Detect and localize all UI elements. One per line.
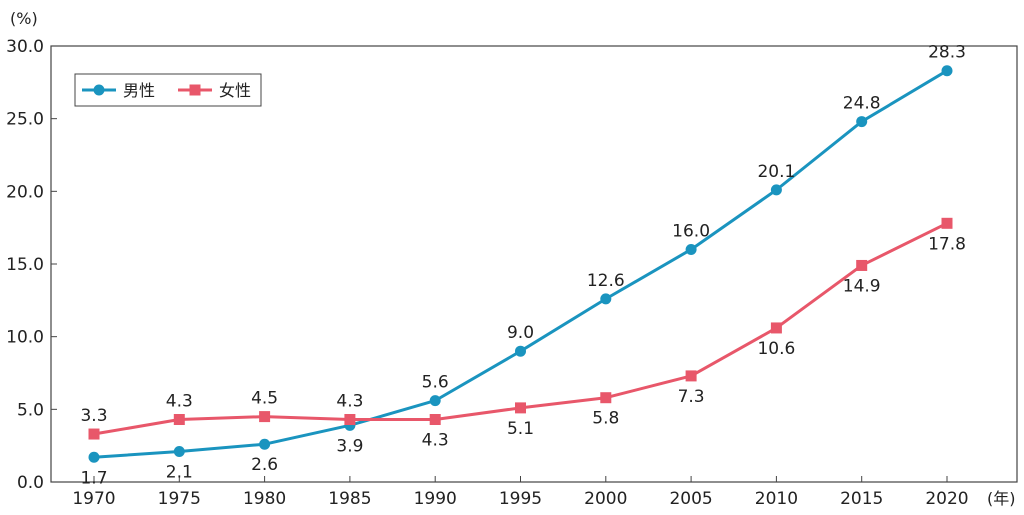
y-tick-label: 5.0 [17,400,44,420]
data-point-female [88,428,100,440]
data-label-male: 9.0 [507,323,534,343]
series-layer [88,65,953,463]
data-point-male [429,395,441,407]
data-point-female [856,259,868,271]
data-label-male: 2.1 [166,462,193,482]
y-tick-label: 10.0 [6,328,44,348]
y-axis: 0.0 5.0 10.0 15.0 20.0 25.0 30.0 [6,37,57,493]
x-axis: 1970 1975 1980 1985 1990 1995 2000 2005 2010 2015… [72,476,969,509]
x-tick-label: 1980 [243,489,286,509]
data-point-female [173,414,185,426]
data-point-male [856,116,868,128]
x-axis-unit: (年) [987,489,1016,508]
data-point-male [259,438,271,450]
legend-marker-female [189,84,201,96]
data-label-female: 17.8 [928,234,966,254]
x-tick-label: 1995 [499,489,542,509]
data-label-male: 1.7 [80,468,107,488]
data-label-female: 4.3 [336,392,363,412]
data-label-female: 4.3 [422,431,449,451]
x-tick-label: 2005 [669,489,712,509]
x-tick-label: 1975 [158,489,201,509]
data-point-female [259,411,271,423]
x-tick-label: 2015 [840,489,883,509]
data-point-female [429,414,441,426]
data-labels: 1.7 2.1 2.6 3.9 5.6 9.0 12.6 16.0 20.1 24.8 28.3 3.… [80,43,965,489]
y-tick-label: 20.0 [6,182,44,202]
y-tick-label: 0.0 [17,473,44,493]
x-tick-label: 2010 [755,489,798,509]
legend: 男性 女性 [74,73,262,107]
y-tick-label: 15.0 [6,255,44,275]
data-label-female: 4.5 [251,389,278,409]
data-label-male: 5.6 [422,373,449,393]
data-label-male: 3.9 [336,436,363,456]
data-point-male [515,345,526,357]
data-label-male: 12.6 [587,271,625,291]
y-tick-label: 30.0 [6,37,44,57]
data-point-female [770,322,782,334]
x-tick-label: 1985 [328,489,371,509]
y-axis-unit: (%) [10,9,38,28]
data-point-female [344,414,356,426]
series-line-male [93,69,948,459]
data-label-female: 14.9 [843,276,881,296]
x-tick-label: 1970 [72,489,115,509]
data-label-male: 28.3 [928,43,966,63]
data-point-female [685,370,697,382]
data-point-male [88,451,100,463]
data-label-female: 7.3 [678,387,705,407]
data-point-female [515,402,526,414]
data-label-male: 16.0 [672,221,710,241]
legend-label-male: 男性 [123,81,155,100]
legend-marker-male [93,84,105,96]
legend-label-female: 女性 [219,81,251,100]
data-label-female: 5.8 [592,409,619,429]
y-tick-label: 25.0 [6,110,44,130]
data-label-male: 20.1 [757,162,795,182]
data-label-female: 5.1 [507,419,534,439]
data-label-female: 10.6 [757,339,795,359]
data-point-male [173,445,185,457]
x-tick-label: 1990 [414,489,457,509]
x-tick-label: 2020 [925,489,968,509]
data-point-male [770,184,782,196]
data-label-male: 24.8 [843,94,881,114]
data-label-female: 3.3 [80,406,107,426]
data-label-male: 2.6 [251,455,278,475]
data-point-female [941,217,953,229]
data-point-female [600,392,612,404]
data-point-male [941,65,953,77]
data-point-male [600,293,612,305]
data-point-male [685,243,697,255]
data-label-female: 4.3 [166,392,193,412]
x-tick-label: 2000 [584,489,627,509]
